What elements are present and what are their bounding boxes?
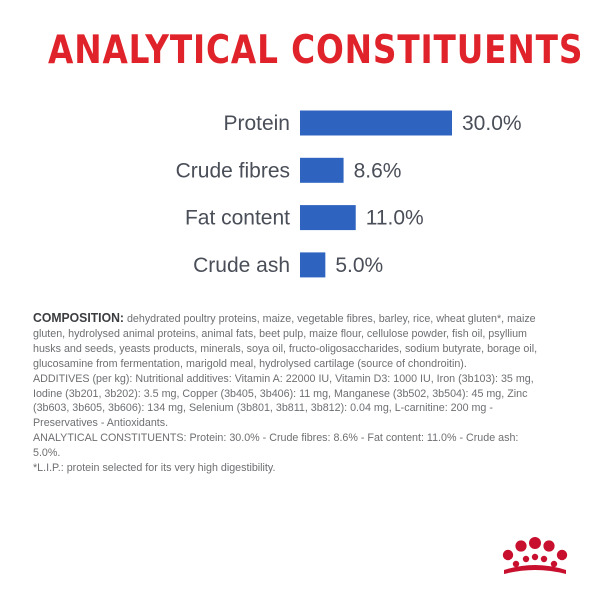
value-label: 30.0% (462, 112, 522, 135)
analytical-paragraph: ANALYTICAL CONSTITUENTS: Protein: 30.0% … (33, 432, 519, 460)
value-label: 5.0% (335, 254, 383, 277)
crown-dot (540, 555, 548, 563)
value-label: 8.6% (354, 159, 402, 182)
crown-logo-icon (502, 537, 568, 574)
bar (300, 205, 356, 231)
composition-block: COMPOSITION: dehydrated poultry proteins… (33, 310, 545, 476)
category-label: Crude ash (193, 254, 290, 277)
crown-dot (556, 549, 568, 561)
chart-title: ANALYTICAL CONSTITUENTS (48, 28, 584, 73)
bar (300, 110, 452, 136)
crown-dot (550, 560, 558, 568)
bar (300, 252, 326, 278)
composition-paragraph: COMPOSITION: dehydrated poultry proteins… (33, 310, 545, 372)
bar-chart: Protein 30.0% Crude fibres 8.6% Fat content 1… (176, 110, 522, 278)
composition-heading: COMPOSITION: (33, 310, 124, 325)
bar (300, 157, 344, 183)
category-label: Crude fibres (176, 159, 290, 182)
additives-paragraph: ADDITIVES (per kg): Nutritional additive… (33, 372, 534, 430)
footnote: *L.I.P.: protein selected for its very h… (33, 462, 276, 475)
crown-dot (512, 560, 520, 568)
value-label: 11.0% (366, 207, 424, 230)
crown-dot (522, 555, 530, 563)
category-label: Protein (223, 112, 290, 135)
crown-logo-shapes (502, 537, 568, 574)
crown-dot (515, 540, 527, 552)
category-label: Fat content (185, 207, 290, 230)
composition-ingredients: dehydrated poultry proteins, maize, vege… (33, 313, 538, 370)
crown-base (504, 565, 566, 574)
crown-dot (531, 553, 539, 561)
crown-dot (529, 537, 541, 549)
crown-dot (502, 549, 514, 561)
crown-dot (543, 540, 555, 552)
